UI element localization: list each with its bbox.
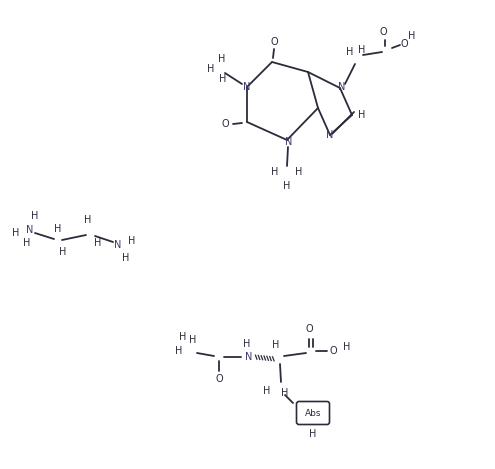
Text: H: H <box>122 253 130 263</box>
Text: H: H <box>272 340 280 350</box>
Text: O: O <box>400 39 408 49</box>
Text: H: H <box>179 332 187 342</box>
Text: O: O <box>270 37 278 47</box>
Text: H: H <box>54 224 62 234</box>
Text: H: H <box>189 335 197 345</box>
Text: H: H <box>95 238 101 248</box>
Text: H: H <box>59 247 67 257</box>
Text: H: H <box>219 74 227 84</box>
Text: O: O <box>379 27 387 37</box>
Text: H: H <box>309 429 317 439</box>
Text: H: H <box>408 31 416 41</box>
Text: H: H <box>283 181 291 191</box>
Text: N: N <box>246 352 252 362</box>
Text: H: H <box>281 388 289 398</box>
Text: O: O <box>305 324 313 334</box>
Text: H: H <box>12 228 20 238</box>
Text: H: H <box>358 110 366 120</box>
Text: H: H <box>296 167 302 177</box>
Text: H: H <box>263 386 271 396</box>
Text: Abs: Abs <box>305 408 321 417</box>
Text: H: H <box>128 236 136 246</box>
FancyBboxPatch shape <box>297 401 330 424</box>
Text: N: N <box>244 82 250 92</box>
Text: N: N <box>26 225 34 235</box>
Text: H: H <box>207 64 215 74</box>
Text: N: N <box>326 130 334 140</box>
Text: N: N <box>285 137 293 147</box>
Text: O: O <box>329 346 337 356</box>
Text: H: H <box>346 47 354 57</box>
Text: H: H <box>23 238 31 248</box>
Text: H: H <box>31 211 39 221</box>
Text: H: H <box>344 342 350 352</box>
Text: H: H <box>175 346 183 356</box>
Text: O: O <box>215 374 223 384</box>
Text: H: H <box>84 215 92 225</box>
Text: H: H <box>271 167 279 177</box>
Text: H: H <box>218 54 226 64</box>
Text: O: O <box>221 119 229 129</box>
Text: H: H <box>358 45 366 55</box>
Text: N: N <box>114 240 122 250</box>
Text: H: H <box>244 339 250 349</box>
Text: N: N <box>338 82 346 92</box>
